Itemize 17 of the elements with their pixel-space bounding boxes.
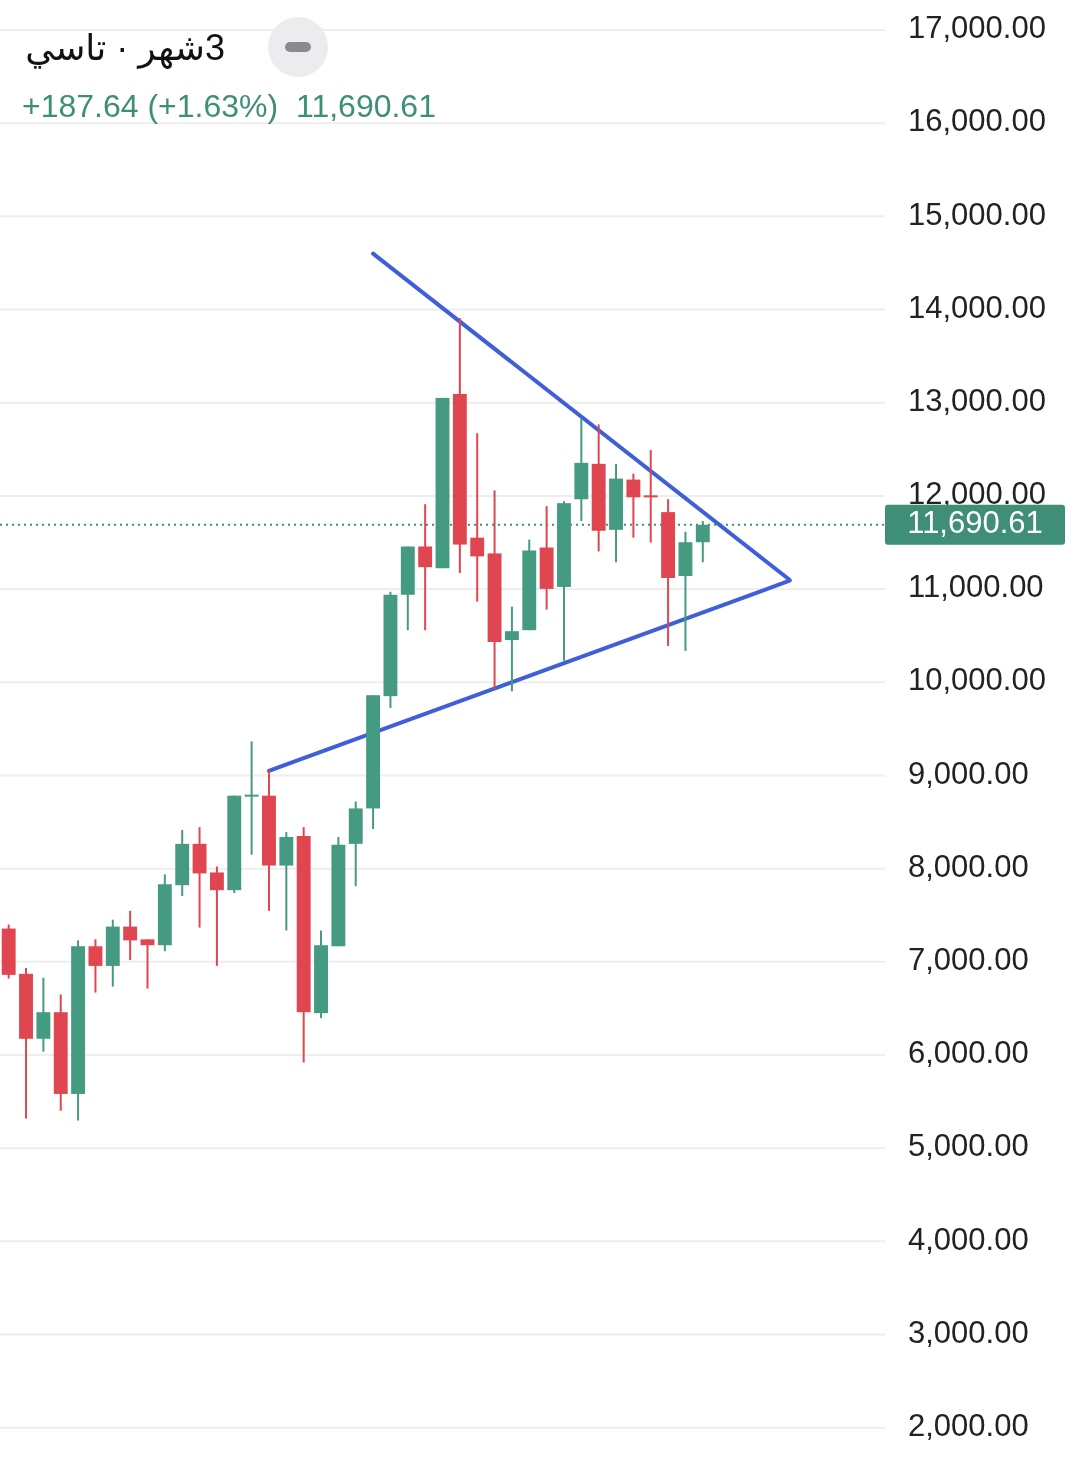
- y-tick-label: 7,000.00: [908, 942, 1029, 977]
- y-tick-label: 17,000.00: [908, 10, 1046, 46]
- y-tick-label: 6,000.00: [908, 1035, 1029, 1071]
- y-tick-label: 13,000.00: [908, 382, 1046, 418]
- y-tick-label: 10,000.00: [908, 662, 1046, 698]
- y-tick-label: 8,000.00: [908, 848, 1029, 884]
- text: +187.64 (+1.63%) 11,690.61: [22, 88, 436, 124]
- y-tick-label: 9,000.00: [908, 755, 1029, 791]
- y-tick-label: 14,000.00: [908, 289, 1046, 325]
- y-tick-label: 5,000.00: [908, 1128, 1029, 1164]
- y-tick-label: 2,000.00: [908, 1407, 1029, 1443]
- y-tick-label: 4,000.00: [908, 1221, 1029, 1257]
- y-tick-label: 3,000.00: [908, 1314, 1029, 1350]
- y-tick-label: 11,000.00: [908, 569, 1044, 605]
- chart-title: 3شهر · تاسي: [25, 27, 225, 69]
- y-tick-label: 16,000.00: [908, 103, 1046, 139]
- y-tick-label: 15,000.00: [908, 196, 1046, 232]
